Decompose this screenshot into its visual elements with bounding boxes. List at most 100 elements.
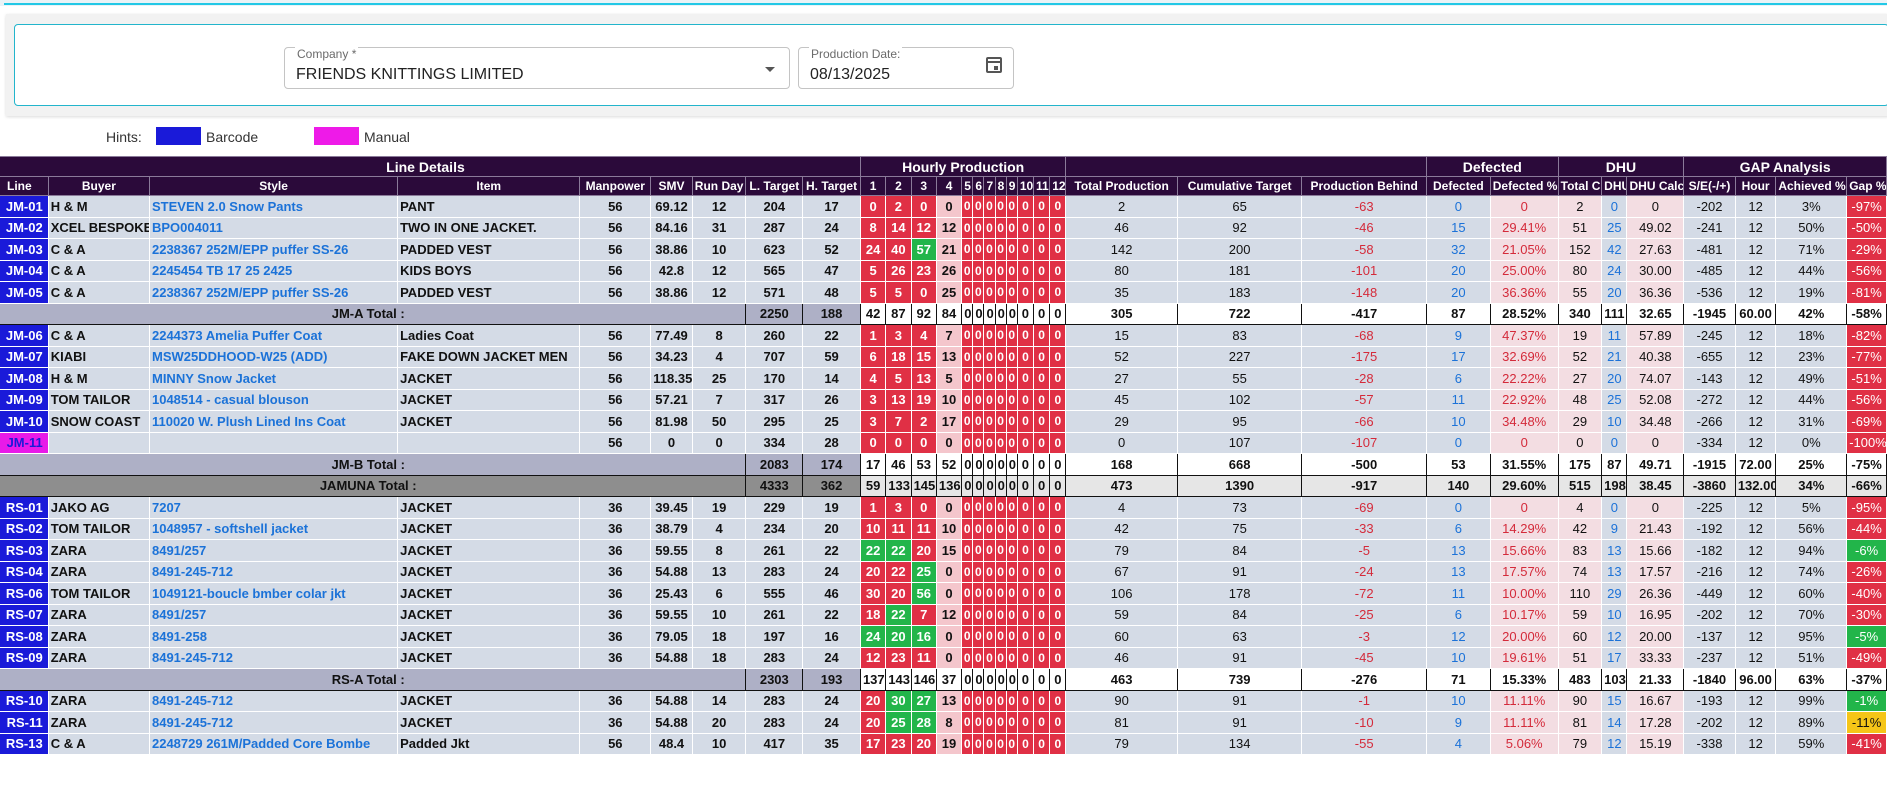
table-row[interactable]: RS-01 JAKO AG 7207 JACKET 36 39.45 19 229 19 1 3 0 0… <box>0 496 1887 519</box>
column-header[interactable]: Total Production <box>1065 176 1178 196</box>
column-header[interactable]: S/E(-/+) <box>1683 176 1736 196</box>
table-row[interactable]: JM-03 C & A 2238367 252M/EPP puffer SS-26 P… <box>0 238 1887 261</box>
column-header[interactable]: 1 <box>859 176 887 196</box>
column-header[interactable]: 10 <box>1016 176 1035 196</box>
column-header[interactable]: Manpower <box>579 176 652 196</box>
table-row[interactable]: JM-01 H & M STEVEN 2.0 Snow Pants PANT 56 69.… <box>0 195 1887 218</box>
line-cell[interactable]: JM-06 <box>0 324 49 347</box>
table-row[interactable]: JM-08 H & M MINNY Snow Jacket JACKET 56 118.3… <box>0 367 1887 390</box>
style-link[interactable]: 2245454 TB 17 25 2425 <box>148 259 399 282</box>
style-link[interactable]: 8491/257 <box>148 603 399 626</box>
table-row[interactable]: JM-07 KIABI MSW25DDHOOD-W25 (ADD) FAKE DOWN… <box>0 345 1887 368</box>
column-header[interactable]: 7 <box>983 176 996 196</box>
line-cell[interactable]: JM-04 <box>0 259 49 282</box>
column-header[interactable]: H. Target <box>802 176 861 196</box>
line-cell[interactable]: JM-07 <box>0 345 49 368</box>
style-link[interactable]: 2244373 Amelia Puffer Coat <box>148 324 399 347</box>
style-link[interactable] <box>148 431 399 454</box>
line-cell[interactable]: RS-02 <box>0 517 49 540</box>
line-cell[interactable]: JM-03 <box>0 238 49 261</box>
column-header[interactable]: 2 <box>885 176 912 196</box>
style-link[interactable]: STEVEN 2.0 Snow Pants <box>148 195 399 218</box>
column-header[interactable]: 5 <box>961 176 974 196</box>
line-cell[interactable]: RS-06 <box>0 582 49 605</box>
style-link[interactable]: 1048957 - softshell jacket <box>148 517 399 540</box>
style-link[interactable]: 8491-245-712 <box>148 646 399 669</box>
table-row[interactable]: JM-06 C & A 2244373 Amelia Puffer Coat Ladi… <box>0 324 1887 347</box>
column-header[interactable]: DHU Calc. <box>1626 176 1685 196</box>
column-header[interactable]: Hour <box>1734 176 1777 196</box>
column-header[interactable]: 9 <box>1005 176 1018 196</box>
column-header[interactable]: Line <box>0 176 49 196</box>
column-header[interactable]: Production Behind <box>1301 176 1427 196</box>
table-row[interactable]: JM-09 TOM TAILOR 1048514 - casual blouson J… <box>0 388 1887 411</box>
style-link[interactable]: 2238367 252M/EPP puffer SS-26 <box>148 281 399 304</box>
style-link[interactable]: MINNY Snow Jacket <box>148 367 399 390</box>
line-cell[interactable]: RS-03 <box>0 539 49 562</box>
style-link[interactable]: MSW25DDHOOD-W25 (ADD) <box>148 345 399 368</box>
line-cell[interactable]: RS-07 <box>0 603 49 626</box>
column-header[interactable]: 11 <box>1033 176 1051 196</box>
line-cell[interactable]: JM-11 <box>0 431 49 454</box>
column-header[interactable]: 4 <box>935 176 963 196</box>
style-link[interactable]: 8491-258 <box>148 625 399 648</box>
line-cell[interactable]: RS-10 <box>0 689 49 712</box>
column-header[interactable]: Buyer <box>47 176 150 196</box>
column-header[interactable]: Total Chk <box>1557 176 1603 196</box>
table-row[interactable]: RS-08 ZARA 8491-258 JACKET 36 79.05 18 197 16 24 2… <box>0 625 1887 648</box>
table-row[interactable]: RS-11 ZARA 8491-245-712 JACKET 36 54.88 20 283 2… <box>0 711 1887 734</box>
column-header[interactable]: Cumulative Target <box>1176 176 1303 196</box>
chevron-down-icon[interactable] <box>765 67 775 72</box>
table-row[interactable]: RS-10 ZARA 8491-245-712 JACKET 36 54.88 14 283 2… <box>0 689 1887 712</box>
line-cell[interactable]: RS-08 <box>0 625 49 648</box>
style-link[interactable]: 2248729 261M/Padded Core Bombe <box>148 732 399 755</box>
line-cell[interactable]: RS-13 <box>0 732 49 755</box>
table-row[interactable]: RS-03 ZARA 8491/257 JACKET 36 59.55 8 261 22 22 22… <box>0 539 1887 562</box>
style-link[interactable]: 1049121-boucle bmber colar jkt <box>148 582 399 605</box>
style-link[interactable]: 2238367 252M/EPP puffer SS-26 <box>148 238 399 261</box>
column-header[interactable]: Style <box>148 176 399 196</box>
column-header[interactable]: 12 <box>1049 176 1067 196</box>
table-row[interactable]: RS-09 ZARA 8491-245-712 JACKET 36 54.88 18 283 2… <box>0 646 1887 669</box>
column-header[interactable]: Run Day <box>691 176 747 196</box>
style-link[interactable]: 8491-245-712 <box>148 560 399 583</box>
style-link[interactable]: 8491-245-712 <box>148 689 399 712</box>
table-row[interactable]: RS-06 TOM TAILOR 1049121-boucle bmber cola… <box>0 582 1887 605</box>
line-cell[interactable]: JM-02 <box>0 216 49 239</box>
column-header[interactable]: Gap % <box>1846 176 1887 196</box>
line-cell[interactable]: JM-01 <box>0 195 49 218</box>
line-cell[interactable]: RS-04 <box>0 560 49 583</box>
line-cell[interactable]: JM-08 <box>0 367 49 390</box>
production-table-container[interactable]: Line Details Hourly Production Defected … <box>0 156 1887 792</box>
column-header[interactable]: Defected <box>1425 176 1491 196</box>
line-cell[interactable]: RS-11 <box>0 711 49 734</box>
column-header[interactable]: Achieved % <box>1775 176 1848 196</box>
table-row[interactable]: JM-04 C & A 2245454 TB 17 25 2425 KIDS BOYS… <box>0 259 1887 282</box>
column-header[interactable]: 8 <box>994 176 1007 196</box>
line-cell[interactable]: JM-09 <box>0 388 49 411</box>
style-link[interactable]: BPO004011 <box>148 216 399 239</box>
line-cell[interactable]: RS-01 <box>0 496 49 519</box>
style-link[interactable]: 110020 W. Plush Lined Ins Coat <box>148 410 399 433</box>
column-header[interactable]: SMV <box>650 176 693 196</box>
table-row[interactable]: RS-02 TOM TAILOR 1048957 - softshell jacke… <box>0 517 1887 540</box>
column-header[interactable]: 3 <box>910 176 937 196</box>
line-cell[interactable]: RS-09 <box>0 646 49 669</box>
table-row[interactable]: RS-13 C & A 2248729 261M/Padded Core Bombe… <box>0 732 1887 755</box>
column-header[interactable]: L. Target <box>745 176 804 196</box>
line-cell[interactable]: JM-10 <box>0 410 49 433</box>
style-link[interactable]: 7207 <box>148 496 399 519</box>
column-header[interactable]: Defected % <box>1489 176 1559 196</box>
company-select[interactable]: Company * FRIENDS KNITTINGS LIMITED <box>284 47 790 89</box>
style-link[interactable]: 1048514 - casual blouson <box>148 388 399 411</box>
column-header[interactable]: Item <box>397 176 581 196</box>
line-cell[interactable]: JM-05 <box>0 281 49 304</box>
table-row[interactable]: RS-04 ZARA 8491-245-712 JACKET 36 54.88 13 283 2… <box>0 560 1887 583</box>
table-row[interactable]: JM-10 SNOW COAST 110020 W. Plush Lined Ins… <box>0 410 1887 433</box>
table-row[interactable]: JM-05 C & A 2238367 252M/EPP puffer SS-26 P… <box>0 281 1887 304</box>
column-header[interactable]: DHU <box>1601 176 1628 196</box>
production-date-field[interactable]: Production Date: 08/13/2025 <box>798 47 1014 89</box>
style-link[interactable]: 8491-245-712 <box>148 711 399 734</box>
table-row[interactable]: JM-11 56 0 0 334 28 0 0 0 0 0 0 0 0 0 0 0 0 0 107 -107 0 0 0 0 0-… <box>0 431 1887 454</box>
table-row[interactable]: JM-02 XCEL BESPOKE BPO004011 TWO IN ONE JAC… <box>0 216 1887 239</box>
